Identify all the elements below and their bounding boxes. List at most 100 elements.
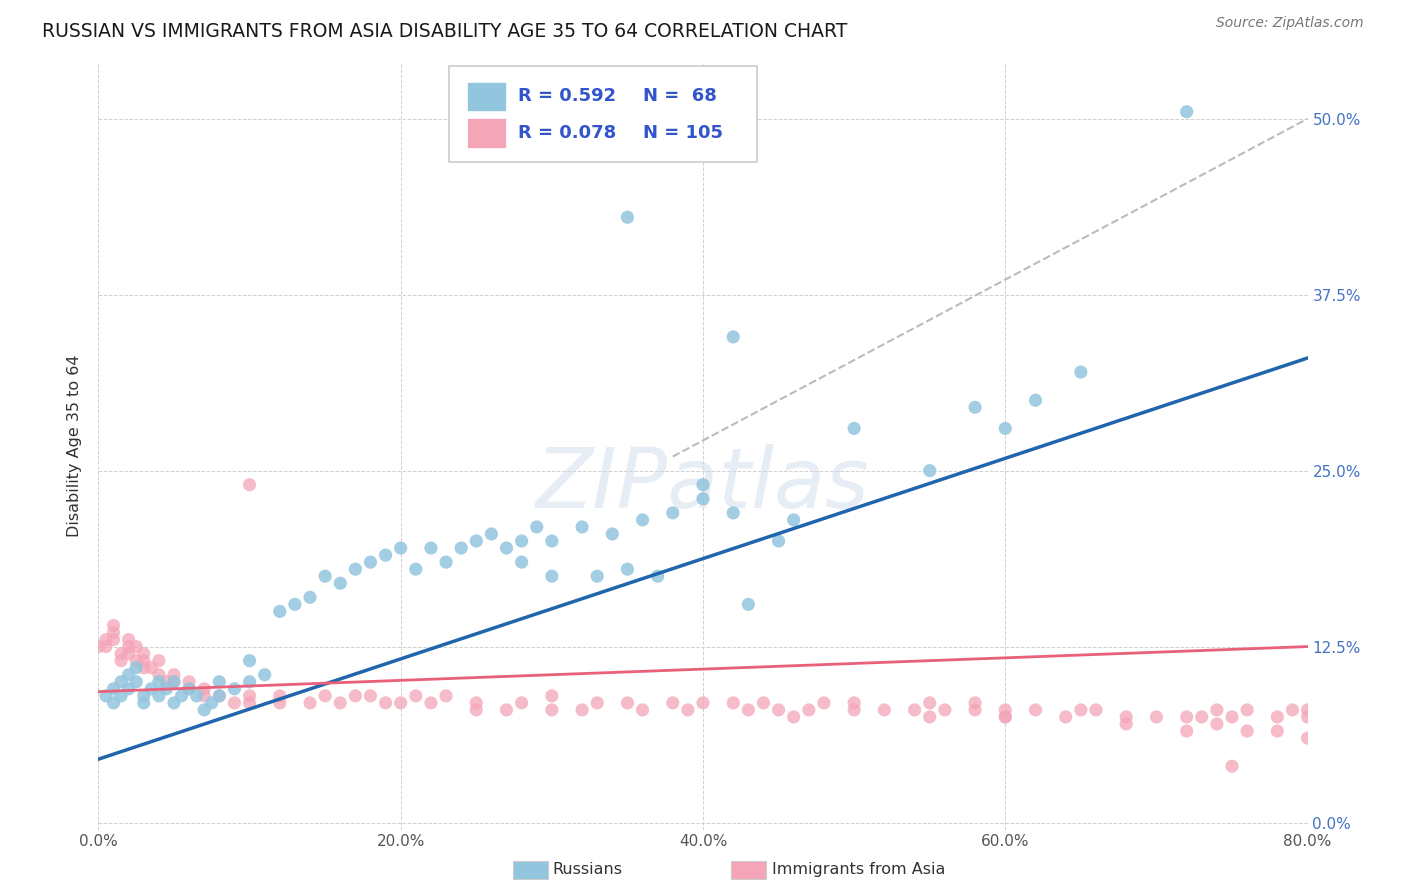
- Point: [155, 674, 177, 689]
- Point: [631, 703, 654, 717]
- Point: [647, 569, 669, 583]
- Point: [723, 506, 745, 520]
- Point: [586, 569, 609, 583]
- Point: [752, 696, 775, 710]
- Point: [510, 534, 533, 549]
- Point: [389, 541, 412, 555]
- Point: [571, 703, 593, 717]
- Point: [103, 696, 125, 710]
- Point: [768, 703, 790, 717]
- Point: [314, 689, 336, 703]
- Point: [692, 477, 714, 491]
- Point: [253, 667, 276, 681]
- Point: [208, 689, 231, 703]
- Point: [103, 625, 125, 640]
- Point: [132, 654, 155, 668]
- Point: [186, 689, 208, 703]
- Point: [676, 703, 699, 717]
- Point: [1175, 104, 1198, 119]
- Point: [163, 667, 186, 681]
- Text: Russians: Russians: [553, 863, 623, 877]
- FancyBboxPatch shape: [467, 81, 506, 111]
- Point: [118, 667, 141, 681]
- Point: [360, 689, 382, 703]
- Point: [1024, 393, 1046, 408]
- Point: [571, 520, 593, 534]
- Point: [170, 689, 193, 703]
- Point: [329, 696, 352, 710]
- Point: [540, 689, 562, 703]
- FancyBboxPatch shape: [467, 119, 506, 147]
- Point: [374, 548, 396, 562]
- Point: [110, 647, 132, 661]
- Point: [965, 703, 987, 717]
- Point: [994, 710, 1017, 724]
- Point: [360, 555, 382, 569]
- Text: R = 0.078: R = 0.078: [517, 124, 616, 142]
- Point: [1220, 710, 1243, 724]
- Point: [586, 696, 609, 710]
- Point: [465, 534, 488, 549]
- Point: [918, 464, 941, 478]
- Point: [1070, 365, 1092, 379]
- Text: R = 0.592: R = 0.592: [517, 87, 616, 105]
- Point: [163, 696, 186, 710]
- Point: [239, 689, 262, 703]
- Point: [1236, 724, 1258, 739]
- Point: [103, 632, 125, 647]
- Point: [965, 696, 987, 710]
- Point: [224, 681, 246, 696]
- Point: [141, 661, 163, 675]
- Point: [314, 569, 336, 583]
- Point: [125, 654, 148, 668]
- Point: [179, 681, 201, 696]
- Point: [844, 696, 866, 710]
- Point: [723, 330, 745, 344]
- Point: [163, 674, 186, 689]
- Point: [737, 598, 759, 612]
- Point: [1206, 717, 1229, 731]
- Point: [299, 696, 322, 710]
- Point: [179, 681, 201, 696]
- Point: [125, 674, 148, 689]
- Point: [1281, 703, 1303, 717]
- Point: [1024, 703, 1046, 717]
- Point: [1070, 703, 1092, 717]
- Point: [540, 569, 562, 583]
- Point: [193, 681, 215, 696]
- Point: [737, 703, 759, 717]
- Point: [510, 555, 533, 569]
- Point: [193, 689, 215, 703]
- Point: [450, 541, 472, 555]
- Point: [87, 640, 110, 654]
- Point: [208, 689, 231, 703]
- Point: [465, 696, 488, 710]
- Point: [132, 647, 155, 661]
- Point: [616, 211, 638, 225]
- Point: [269, 689, 291, 703]
- Point: [141, 681, 163, 696]
- Point: [1220, 759, 1243, 773]
- Point: [269, 604, 291, 618]
- Point: [994, 421, 1017, 435]
- Point: [434, 555, 457, 569]
- Point: [344, 689, 367, 703]
- Point: [783, 710, 806, 724]
- Point: [540, 534, 562, 549]
- Point: [540, 703, 562, 717]
- Point: [344, 562, 367, 576]
- Point: [434, 689, 457, 703]
- Point: [118, 647, 141, 661]
- Point: [481, 527, 503, 541]
- Point: [1175, 710, 1198, 724]
- FancyBboxPatch shape: [449, 66, 758, 162]
- Point: [1267, 724, 1289, 739]
- Point: [873, 703, 896, 717]
- Point: [132, 696, 155, 710]
- Point: [1357, 717, 1379, 731]
- Point: [495, 541, 517, 555]
- Text: N =  68: N = 68: [643, 87, 717, 105]
- Text: Source: ZipAtlas.com: Source: ZipAtlas.com: [1216, 16, 1364, 30]
- Point: [844, 421, 866, 435]
- Point: [224, 696, 246, 710]
